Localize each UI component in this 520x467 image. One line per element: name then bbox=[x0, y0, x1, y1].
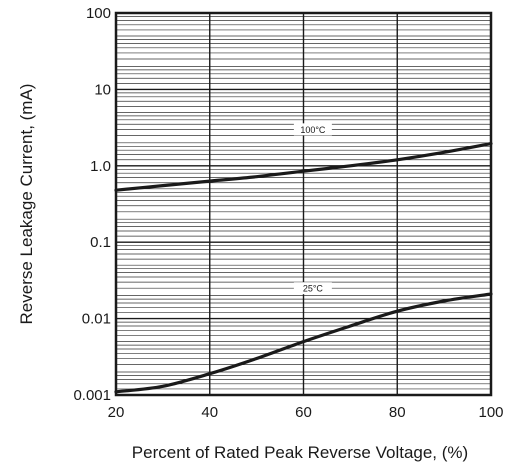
x-axis-title: Percent of Rated Peak Reverse Voltage, (… bbox=[132, 443, 468, 462]
y-axis-ticks: 0.001 0.01 0.1 1.0 10 100 bbox=[73, 5, 111, 404]
series-label-background bbox=[293, 282, 332, 295]
y-tick-label: 0.1 bbox=[90, 234, 111, 251]
x-tick-label: 100 bbox=[478, 404, 503, 421]
series-label: 25°C bbox=[303, 284, 324, 294]
x-axis-ticks: 20 40 60 80 100 bbox=[108, 404, 504, 421]
series-labels: 100°C 25°C bbox=[293, 123, 332, 295]
x-tick-label: 40 bbox=[201, 404, 218, 421]
x-tick-label: 20 bbox=[108, 404, 125, 421]
series-label-background bbox=[293, 123, 332, 136]
y-tick-label: 0.01 bbox=[82, 311, 111, 328]
series-line bbox=[114, 292, 493, 394]
y-tick-label: 100 bbox=[86, 5, 111, 22]
series-line bbox=[114, 142, 493, 192]
x-tick-label: 60 bbox=[295, 404, 312, 421]
y-tick-label: 10 bbox=[94, 81, 111, 98]
x-tick-label: 80 bbox=[389, 404, 406, 421]
series-curves bbox=[114, 142, 493, 394]
y-tick-label: 0.001 bbox=[73, 387, 111, 404]
plot-frame bbox=[114, 11, 493, 397]
y-axis-title: Reverse Leakage Current, (mA) bbox=[17, 84, 36, 325]
series-label: 100°C bbox=[300, 125, 326, 135]
y-tick-label: 1.0 bbox=[90, 158, 111, 175]
